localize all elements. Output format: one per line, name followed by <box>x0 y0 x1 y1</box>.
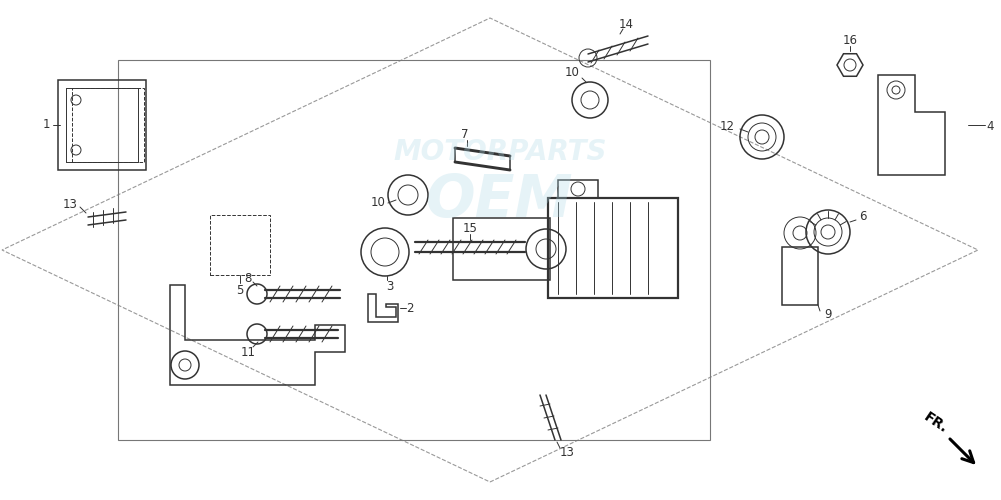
Text: MOTORPARTS: MOTORPARTS <box>393 138 607 166</box>
Text: 8: 8 <box>244 272 251 284</box>
Bar <box>210 215 270 275</box>
Bar <box>782 247 818 305</box>
Text: 15: 15 <box>462 222 477 234</box>
Text: 7: 7 <box>461 128 468 140</box>
Text: 13: 13 <box>62 198 77 211</box>
Text: 13: 13 <box>560 446 575 458</box>
Text: 1: 1 <box>42 118 50 132</box>
Text: 12: 12 <box>720 120 735 134</box>
Text: OEM: OEM <box>426 172 574 228</box>
Text: 2: 2 <box>406 302 413 314</box>
Text: FR.: FR. <box>921 410 951 436</box>
Text: 16: 16 <box>843 34 858 46</box>
Text: 5: 5 <box>236 284 243 296</box>
Text: 6: 6 <box>859 210 867 224</box>
Text: 10: 10 <box>565 66 580 78</box>
Text: 9: 9 <box>824 308 832 322</box>
Bar <box>558 180 598 198</box>
Text: 10: 10 <box>370 196 385 209</box>
Bar <box>453 218 550 280</box>
Bar <box>72 88 144 162</box>
Bar <box>58 80 146 170</box>
Bar <box>548 198 678 298</box>
Text: 11: 11 <box>240 346 255 358</box>
Text: 3: 3 <box>386 280 393 293</box>
Text: 14: 14 <box>619 18 634 30</box>
Text: 4: 4 <box>986 120 994 134</box>
